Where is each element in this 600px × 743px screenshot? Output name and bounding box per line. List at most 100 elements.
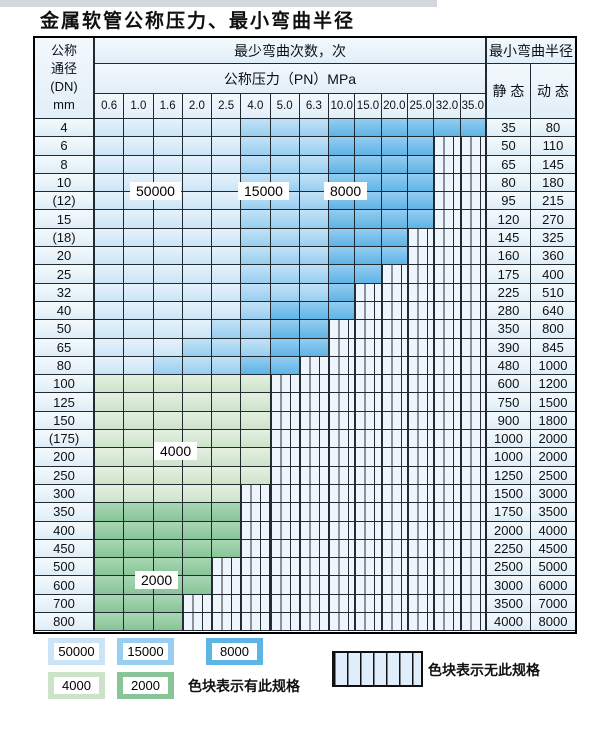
static-radius-cell: 1000	[486, 430, 531, 449]
header-pressure: 公称压力（PN）MPa	[95, 64, 487, 94]
dn-cell: 500	[35, 558, 95, 577]
spec-cell	[355, 521, 382, 540]
dynamic-radius-cell: 1200	[530, 375, 575, 394]
spec-cell	[381, 301, 408, 321]
spec-cell	[355, 539, 382, 559]
spec-cell	[124, 356, 154, 376]
spec-cell	[299, 210, 329, 229]
spec-cell	[381, 448, 408, 467]
spec-cell	[460, 466, 487, 485]
static-radius-cell: 900	[486, 411, 531, 431]
dynamic-radius-cell: 400	[530, 265, 575, 284]
spec-cell	[381, 228, 408, 248]
spec-cell	[434, 430, 461, 449]
spec-cell	[270, 338, 300, 357]
dn-cell: 400	[35, 521, 95, 540]
spec-cell	[329, 521, 356, 540]
spec-cell	[153, 228, 183, 248]
spec-cell	[407, 430, 435, 449]
spec-cell	[407, 265, 435, 284]
dynamic-radius-cell: 2000	[530, 448, 575, 467]
static-radius-cell: 1000	[486, 448, 531, 467]
spec-cell	[299, 448, 329, 467]
spec-cell	[95, 613, 125, 632]
dynamic-radius-cell: 2500	[530, 466, 575, 485]
spec-cell	[355, 320, 382, 339]
spec-cell	[124, 430, 154, 449]
dynamic-radius-cell: 845	[530, 338, 575, 357]
spec-cell	[355, 484, 382, 504]
cycle-count-label: 15000	[238, 182, 289, 200]
spec-cell	[299, 558, 329, 577]
spec-cell	[212, 283, 242, 302]
spec-cell	[355, 301, 382, 321]
spec-cell	[329, 155, 356, 174]
spec-cell	[434, 539, 461, 559]
spec-cell	[329, 356, 356, 376]
spec-cell	[460, 521, 487, 540]
spec-cell	[212, 338, 242, 357]
dynamic-radius-cell: 4000	[530, 521, 575, 540]
spec-cell	[329, 430, 356, 449]
spec-cell	[124, 301, 154, 321]
spec-cell	[434, 137, 461, 156]
spec-cell	[182, 320, 212, 339]
spec-cell	[434, 228, 461, 248]
spec-cell	[95, 466, 125, 485]
spec-cell	[153, 411, 183, 431]
spec-cell	[241, 210, 271, 229]
spec-cell	[212, 375, 242, 394]
spec-cell	[460, 155, 487, 174]
legend-chip-label: 4000	[54, 677, 99, 694]
spec-cell	[299, 503, 329, 522]
spec-cell	[407, 119, 435, 138]
spec-cell	[329, 375, 356, 394]
dn-cell: 800	[35, 613, 95, 632]
spec-cell	[381, 393, 408, 412]
spec-cell	[329, 228, 356, 248]
spec-cell	[434, 338, 461, 357]
spec-cell	[270, 539, 300, 559]
spec-cell	[329, 265, 356, 284]
spec-cell	[182, 393, 212, 412]
spec-cell	[381, 173, 408, 193]
spec-cell	[460, 503, 487, 522]
spec-cell	[329, 448, 356, 467]
spec-cell	[153, 247, 183, 266]
dn-cell: 350	[35, 503, 95, 522]
header-dn-line: 公称	[50, 43, 77, 58]
legend-no-spec-label: 色块表示无此规格	[428, 662, 540, 678]
legend-chip-2000: 2000	[117, 672, 174, 699]
spec-cell	[124, 155, 154, 174]
spec-cell	[434, 301, 461, 321]
static-radius-cell: 145	[486, 228, 531, 248]
page-title: 金属软管公称压力、最小弯曲半径	[40, 10, 356, 32]
dn-cell: 700	[35, 594, 95, 614]
dynamic-radius-cell: 1800	[530, 411, 575, 431]
spec-cell	[407, 393, 435, 412]
spec-cell	[460, 558, 487, 577]
spec-cell	[434, 375, 461, 394]
spec-cell	[460, 613, 487, 632]
spec-cell	[212, 210, 242, 229]
header-pressure-value: 2.5	[212, 94, 242, 119]
dn-cell: 300	[35, 484, 95, 504]
spec-cell	[355, 265, 382, 284]
static-radius-cell: 1750	[486, 503, 531, 522]
spec-cell	[124, 228, 154, 248]
spec-cell	[182, 613, 212, 632]
spec-cell	[95, 338, 125, 357]
spec-cell	[153, 356, 183, 376]
spec-cell	[270, 228, 300, 248]
spec-cell	[212, 539, 242, 559]
header-dynamic: 动 态	[530, 64, 575, 119]
spec-cell	[381, 521, 408, 540]
spec-cell	[381, 283, 408, 302]
spec-cell	[270, 155, 300, 174]
scan-artifact-strip	[0, 0, 437, 7]
spec-table-grid: 公称 通径 (DN) mm 最少弯曲次数，次 最小弯曲半径 公称压力（PN）MP…	[35, 38, 575, 632]
spec-cell	[434, 594, 461, 614]
spec-cell	[407, 448, 435, 467]
dynamic-radius-cell: 215	[530, 192, 575, 211]
spec-cell	[355, 503, 382, 522]
